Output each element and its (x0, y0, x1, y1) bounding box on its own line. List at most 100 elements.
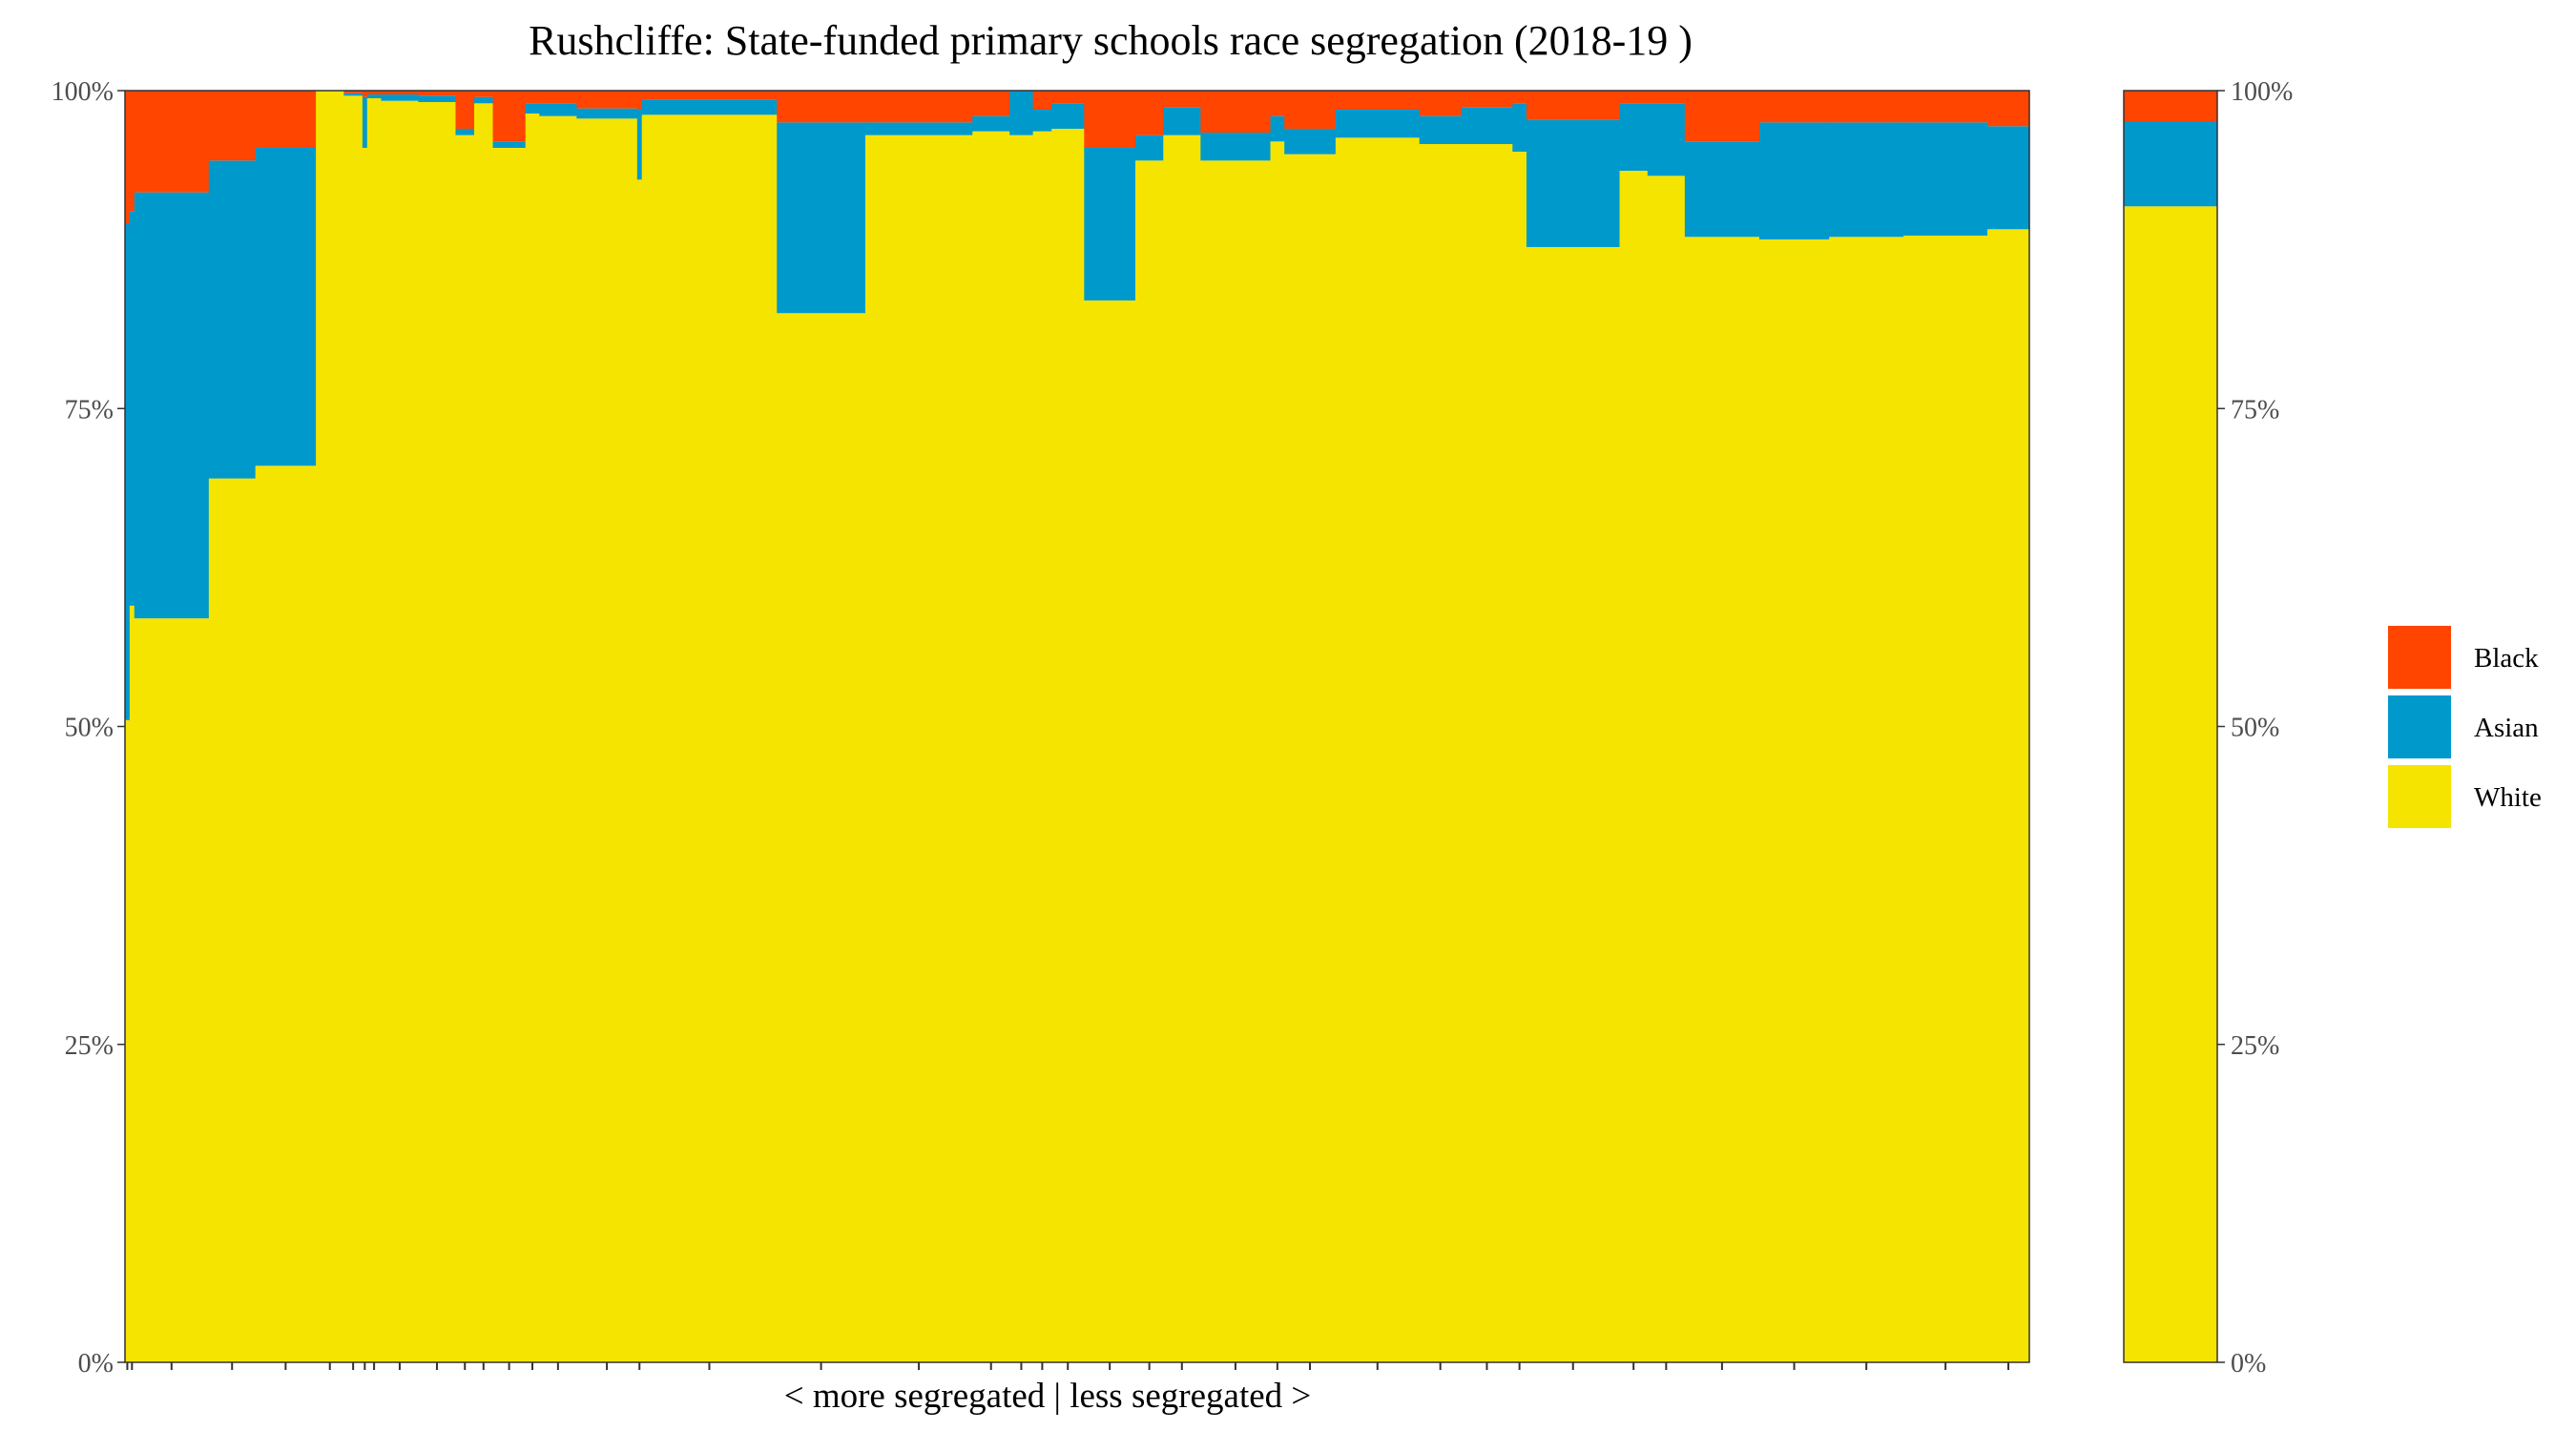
bar-segment-asian-27 (1135, 135, 1164, 161)
legend: Black Asian White (2388, 626, 2542, 828)
bar-segment-black-5 (255, 91, 317, 148)
bar-segment-white-38 (1647, 176, 1686, 1362)
bar-segment-asian-19 (641, 99, 778, 115)
bar-segment-asian-20 (777, 122, 866, 314)
bar-segment-black-22 (972, 91, 1010, 116)
y-tick-label-right: 50% (2231, 714, 2279, 743)
y-tick-label-right: 100% (2231, 77, 2293, 107)
bar-segment-asian-36 (1526, 119, 1621, 247)
bar-segment-white-19 (641, 114, 778, 1363)
bar-segment-asian-30 (1270, 115, 1285, 142)
bar-segment-white-36 (1526, 246, 1621, 1363)
bar-segment-black-18 (636, 91, 643, 110)
bar-segment-asian-26 (1084, 147, 1136, 301)
bar-segment-white-34 (1461, 143, 1513, 1363)
bar-segment-asian-16 (539, 103, 577, 116)
bar-segment-white-31 (1284, 154, 1337, 1362)
bar-segment-asian-12 (455, 128, 475, 135)
bar-segment-black-32 (1335, 91, 1421, 110)
bar-segment-asian-25 (1051, 103, 1085, 129)
bar-segment-white-35 (1512, 151, 1527, 1363)
bar-segment-white-16 (539, 115, 577, 1362)
bar-segment-white-20 (777, 313, 866, 1362)
bar-segment-black-35 (1512, 91, 1527, 104)
bar-segment-asian-10 (381, 94, 420, 101)
bar-segment-white-10 (381, 100, 420, 1362)
bar-segment-white-43 (1987, 229, 2030, 1362)
bar-segment-white-3 (134, 618, 210, 1362)
bar-segment-asian-17 (576, 108, 638, 119)
bar-segment-white-37 (1619, 170, 1649, 1363)
bar-segment-asian-33 (1419, 115, 1463, 144)
bar-segment-white-23 (1009, 135, 1034, 1362)
bar-segment-black-26 (1084, 91, 1136, 148)
legend-swatch-white (2388, 765, 2451, 828)
bar-segment-black-14 (492, 91, 527, 142)
bar-segment-white-9 (366, 98, 383, 1362)
schools-panel (124, 90, 2030, 1363)
legend-label-asian: Asian (2474, 713, 2539, 743)
bar-segment-black-31 (1284, 91, 1337, 129)
bar-segment-black-36 (1526, 91, 1621, 120)
bar-segment-asian-29 (1200, 132, 1272, 161)
bar-segment-asian-39 (1684, 141, 1760, 238)
bar-segment-asian-9 (366, 94, 383, 98)
bar-segment-asian-15 (525, 103, 540, 114)
bar-segment-white-14 (492, 147, 527, 1363)
bar-segment-asian-41 (1829, 122, 1904, 238)
bar-segment-black-34 (1461, 91, 1513, 108)
bar-segment-black-13 (474, 91, 494, 97)
y-tick-label-left: 25% (65, 1031, 114, 1061)
bar-segment-white-2 (129, 605, 135, 1362)
bar-segment-asian-32 (1335, 110, 1421, 138)
bar-segment-white-5 (255, 466, 317, 1362)
bar-segment-black-27 (1135, 91, 1164, 135)
bar-segment-black-37 (1619, 91, 1649, 104)
bar-segment-white-21 (864, 135, 973, 1362)
y-axis-right: 0% 25% 50% 75% 100% (2217, 77, 2293, 1379)
bar-segment-black-25 (1051, 91, 1085, 104)
bar-segment-white-7 (343, 95, 364, 1363)
bar-segment-asian-28 (1163, 107, 1201, 135)
legend-label-black: Black (2474, 643, 2539, 674)
overall-panel (2123, 90, 2218, 1363)
bar-segment-asian-21 (864, 122, 973, 135)
bar-segment-black-16 (539, 91, 577, 104)
bar-segment-asian-3 (134, 192, 210, 619)
x-axis-ticks (126, 1362, 2010, 1370)
bar-segment-white-4 (208, 478, 257, 1362)
bar-segment-white-41 (1829, 237, 1904, 1362)
bar-segment-asian-34 (1461, 107, 1513, 144)
bar-segment-white-11 (418, 102, 457, 1362)
bar-segment-asian-4 (208, 160, 257, 479)
bar-segment-asian-42 (1903, 122, 1988, 236)
bar-segment-black-38 (1647, 91, 1686, 104)
bar-segment-black-17 (576, 91, 638, 109)
bar-segment-white-33 (1419, 143, 1463, 1363)
bar-segment-asian-overall (2124, 120, 2217, 207)
bar-segment-white-8 (362, 147, 368, 1363)
bar-segment-asian-18 (636, 110, 643, 180)
bar-segment-white-overall (2124, 206, 2217, 1362)
legend-label-white: White (2474, 782, 2542, 813)
bar-segment-black-10 (381, 91, 420, 94)
bar-segment-asian-23 (1009, 91, 1034, 135)
y-tick-label-left: 50% (65, 714, 114, 743)
y-tick-label-right: 25% (2231, 1031, 2279, 1061)
bar-segment-white-15 (525, 113, 540, 1363)
y-tick-label-left: 0% (78, 1349, 114, 1379)
bar-segment-black-24 (1032, 91, 1052, 110)
bar-segment-black-41 (1829, 91, 1904, 123)
bar-segment-black-7 (343, 91, 364, 93)
bar-segment-white-30 (1270, 141, 1285, 1362)
bar-segment-asian-43 (1987, 126, 2030, 230)
bar-segment-asian-37 (1619, 103, 1649, 171)
bar-segment-white-29 (1200, 160, 1272, 1362)
bar-segment-asian-7 (343, 93, 364, 96)
bar-segment-black-40 (1758, 91, 1830, 123)
bar-segment-white-1 (125, 719, 131, 1362)
bar-segment-black-19 (641, 91, 778, 100)
bar-segment-white-26 (1084, 300, 1136, 1363)
bar-segment-black-8 (362, 91, 368, 97)
bar-segment-white-25 (1051, 128, 1085, 1363)
